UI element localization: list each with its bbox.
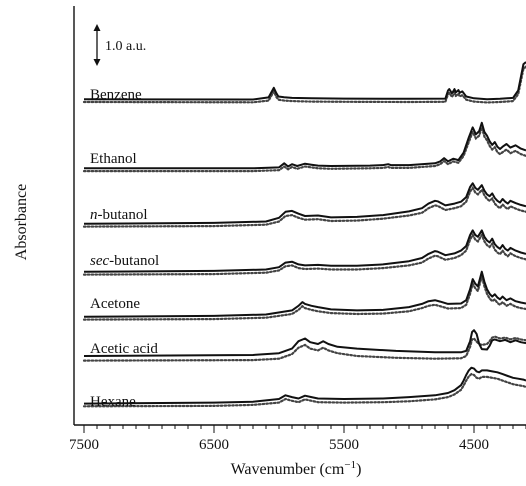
spectrum-solid-6	[83, 366, 526, 405]
trace-label-5: Acetic acid	[90, 341, 158, 357]
spectrum-dotted-2	[82, 185, 526, 228]
x-tick-label: 4500	[459, 437, 489, 453]
spectrum-solid-0	[83, 61, 526, 101]
scale-bar: 1.0 a.u.	[93, 24, 146, 66]
trace-label-4: Acetone	[90, 296, 140, 312]
spectrum-solid-1	[84, 121, 526, 170]
trace-labels: Benzene Ethanol n-butanol sec-butanol Aceton…	[90, 87, 159, 410]
x-tick-label: 5500	[329, 437, 359, 453]
spectrum-dotted-3	[82, 232, 526, 276]
x-tick-label: 7500	[69, 437, 99, 453]
spectrum-dotted-0	[82, 65, 526, 104]
trace-label-0: Benzene	[90, 87, 142, 103]
spectrum-dotted-6	[82, 372, 526, 408]
spectrum-dotted-1	[82, 123, 526, 173]
trace-label-2: n-butanol	[90, 207, 148, 223]
trace-label-1: Ethanol	[90, 151, 137, 167]
spectrum-solid-4	[83, 270, 526, 318]
spectrum-dotted-5	[82, 335, 526, 362]
x-axis-ticks: 7500 6500 5500 4500	[69, 425, 526, 453]
x-tick-label: 6500	[199, 437, 229, 453]
trace-label-6: Hexane	[90, 394, 136, 410]
trace-label-3: sec-butanol	[90, 253, 159, 269]
x-axis-title: Wavenumber (cm−1)	[231, 459, 362, 478]
spectrum-solid-3	[83, 229, 526, 273]
spectra-traces	[82, 61, 526, 408]
scale-bar-label: 1.0 a.u.	[105, 39, 146, 54]
spectrum-solid-2	[83, 182, 526, 225]
spectrum-dotted-4	[82, 271, 526, 321]
spectrum-solid-5	[83, 329, 526, 357]
y-axis-title: Absorbance	[13, 184, 30, 260]
